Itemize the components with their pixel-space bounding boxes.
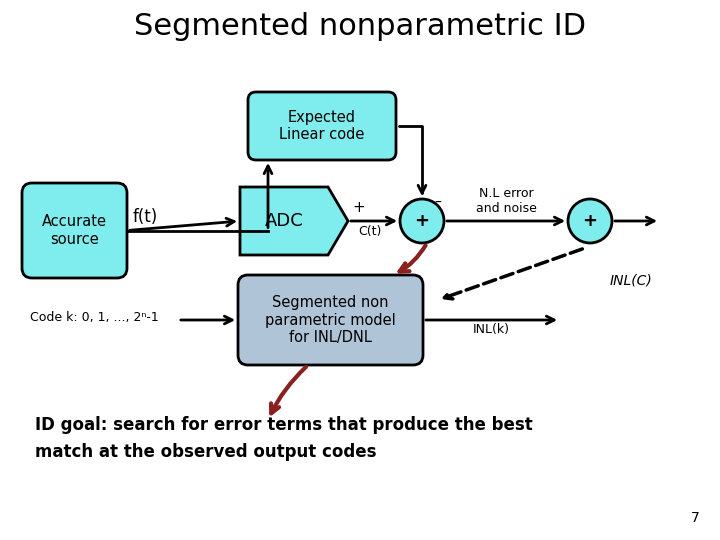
Text: f(t): f(t): [132, 207, 158, 226]
FancyBboxPatch shape: [238, 275, 423, 365]
Text: 7: 7: [691, 511, 700, 525]
Text: INL(C): INL(C): [610, 273, 653, 287]
Circle shape: [400, 199, 444, 243]
Text: C(t): C(t): [358, 225, 382, 238]
Text: Expected
Linear code: Expected Linear code: [279, 110, 365, 142]
Text: match at the observed output codes: match at the observed output codes: [35, 443, 377, 461]
FancyBboxPatch shape: [22, 183, 127, 278]
Text: ADC: ADC: [265, 212, 303, 230]
FancyBboxPatch shape: [248, 92, 396, 160]
Text: N.L error
and noise: N.L error and noise: [476, 187, 536, 215]
Polygon shape: [240, 187, 348, 255]
Text: Segmented nonparametric ID: Segmented nonparametric ID: [134, 12, 586, 41]
Text: –: –: [435, 196, 441, 210]
Text: +: +: [582, 212, 598, 230]
Text: Code k: 0, 1, ..., 2ⁿ-1: Code k: 0, 1, ..., 2ⁿ-1: [30, 312, 158, 325]
Text: INL(k): INL(k): [473, 323, 510, 336]
Text: +: +: [352, 200, 365, 215]
Circle shape: [568, 199, 612, 243]
Text: +: +: [415, 212, 430, 230]
Text: Accurate
source: Accurate source: [42, 214, 107, 247]
Text: Segmented non
parametric model
for INL/DNL: Segmented non parametric model for INL/D…: [265, 295, 396, 345]
Text: ID goal: search for error terms that produce the best: ID goal: search for error terms that pro…: [35, 416, 533, 434]
